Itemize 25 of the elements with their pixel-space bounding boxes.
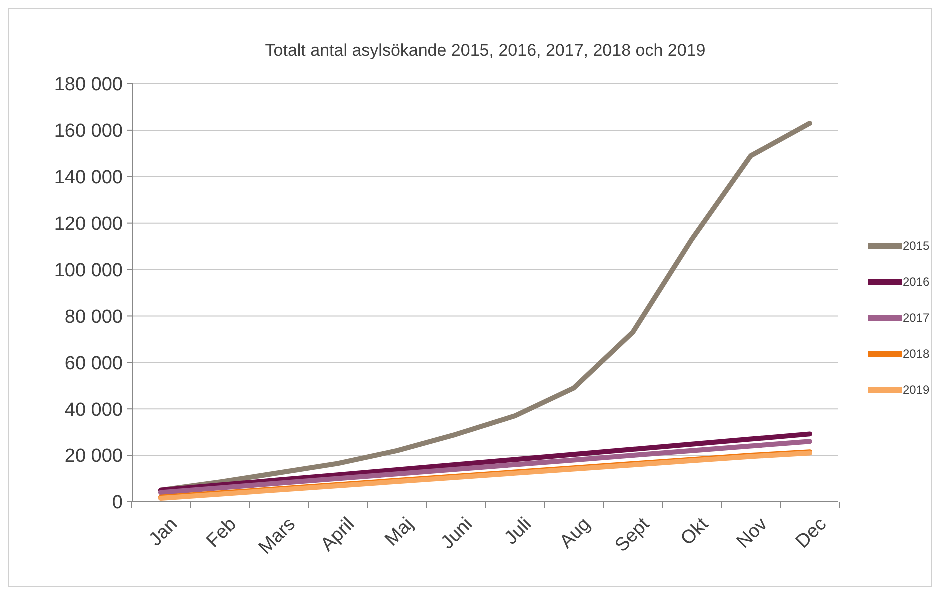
x-tick-label: Aug bbox=[556, 514, 595, 553]
chart-title: Totalt antal asylsökande 2015, 2016, 2017, 2018 och 2019 bbox=[265, 41, 706, 60]
x-tick-label: Dec bbox=[792, 514, 831, 553]
y-tick-label: 40 000 bbox=[64, 400, 123, 421]
y-tick-label: 160 000 bbox=[54, 121, 123, 142]
legend-label: 2017 bbox=[903, 311, 930, 326]
x-tick-label: Okt bbox=[677, 514, 714, 550]
y-tick-label: 80 000 bbox=[64, 306, 123, 328]
y-tick-label: 60 000 bbox=[64, 353, 123, 374]
y-tick-label: 180 000 bbox=[54, 74, 123, 96]
x-tick-label: Maj bbox=[381, 514, 418, 551]
legend-label: 2019 bbox=[903, 383, 930, 398]
y-tick-label: 140 000 bbox=[54, 168, 123, 189]
x-tick-label: Feb bbox=[202, 514, 241, 552]
y-tick-label: 0 bbox=[112, 492, 123, 514]
x-tick-label: Nov bbox=[733, 514, 772, 553]
x-tick-label: Jan bbox=[145, 514, 182, 551]
y-tick-label: 20 000 bbox=[64, 446, 123, 468]
legend-label: 2016 bbox=[903, 275, 930, 290]
y-tick-label: 100 000 bbox=[54, 260, 123, 282]
legend-label: 2015 bbox=[903, 239, 930, 254]
y-tick-label: 120 000 bbox=[54, 214, 123, 235]
x-tick-label: Juni bbox=[437, 514, 477, 554]
legend-label: 2018 bbox=[903, 347, 930, 362]
x-tick-label: Juli bbox=[500, 514, 536, 550]
